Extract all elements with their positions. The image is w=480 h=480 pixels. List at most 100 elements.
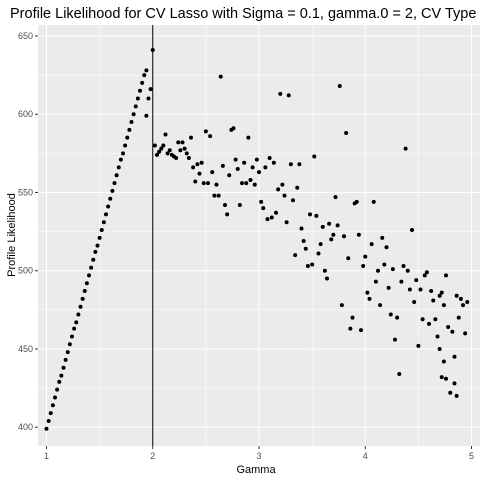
data-point [274, 210, 278, 215]
data-point [435, 334, 440, 339]
data-point [152, 143, 157, 148]
data-point [386, 285, 391, 290]
data-point [112, 181, 117, 186]
data-point [310, 262, 315, 267]
data-point [293, 253, 298, 258]
data-point [454, 293, 459, 298]
data-point [208, 134, 213, 139]
y-tick-label: 600 [18, 109, 33, 119]
data-point [97, 235, 102, 240]
data-point [84, 281, 89, 286]
data-point [305, 264, 310, 269]
data-point [261, 206, 266, 211]
y-tick-label: 650 [18, 31, 33, 41]
data-point [382, 262, 387, 267]
data-point [63, 357, 68, 362]
data-point [439, 290, 444, 295]
data-point [165, 151, 170, 156]
data-point [91, 257, 96, 262]
data-points [44, 48, 470, 431]
data-point [329, 237, 334, 242]
data-point [441, 303, 446, 308]
data-point [244, 181, 249, 186]
data-point [197, 171, 202, 176]
data-point [240, 181, 244, 186]
data-point [135, 96, 140, 101]
data-point [76, 312, 81, 317]
data-point [335, 223, 340, 228]
y-axis-label: Profile Likelihood [6, 193, 18, 277]
data-point [87, 273, 91, 278]
data-point [444, 273, 448, 278]
data-point [70, 334, 74, 339]
data-point [388, 312, 393, 317]
data-point [433, 317, 438, 322]
data-point [265, 217, 270, 222]
data-point [237, 202, 242, 207]
data-point [61, 365, 66, 370]
data-point [337, 84, 342, 89]
data-point [401, 264, 406, 269]
data-point [356, 232, 361, 237]
data-point [271, 160, 276, 165]
data-point [371, 199, 376, 204]
data-point [393, 337, 397, 342]
data-point [180, 140, 185, 145]
data-point [424, 270, 429, 275]
x-axis-ticks: 1 2 3 4 5 [44, 446, 474, 461]
data-point [297, 162, 302, 167]
data-point [242, 160, 247, 165]
data-point [303, 246, 308, 251]
data-point [206, 181, 210, 186]
x-axis-label: Gamma [236, 464, 276, 476]
data-point [167, 148, 172, 153]
data-point [378, 303, 383, 308]
data-point [252, 182, 257, 187]
data-point [133, 104, 138, 109]
data-point [116, 165, 121, 170]
data-point [140, 80, 145, 85]
data-point [276, 187, 281, 192]
data-point [72, 326, 77, 331]
data-point [354, 199, 359, 204]
data-point [314, 213, 319, 218]
data-point [95, 243, 100, 248]
data-point [163, 132, 168, 137]
data-point [359, 328, 363, 333]
data-point [418, 287, 423, 292]
data-point [450, 329, 455, 334]
data-point [291, 198, 295, 203]
data-point [53, 395, 57, 400]
data-point [231, 126, 236, 131]
data-point [212, 193, 217, 198]
data-point [422, 273, 427, 278]
x-tick-label: 5 [469, 451, 474, 461]
data-point [201, 181, 206, 186]
data-point [210, 170, 215, 175]
data-point [216, 193, 221, 198]
data-point [78, 304, 83, 309]
data-point [89, 265, 94, 270]
data-point [67, 342, 72, 347]
data-point [282, 193, 287, 198]
data-point [50, 403, 55, 408]
data-point [246, 135, 251, 140]
data-point [74, 320, 79, 325]
data-point [429, 289, 434, 294]
data-point [301, 238, 306, 243]
data-point [157, 149, 162, 154]
data-point [223, 202, 227, 207]
data-point [189, 135, 193, 140]
data-point [225, 212, 230, 217]
data-point [93, 249, 98, 254]
data-point [399, 279, 404, 284]
data-point [346, 256, 351, 261]
data-point [227, 173, 232, 178]
data-point [123, 143, 128, 148]
x-tick-label: 3 [256, 451, 261, 461]
data-point [257, 170, 261, 175]
data-point [178, 148, 183, 153]
data-point [46, 418, 51, 423]
data-point [458, 296, 463, 301]
data-point [407, 287, 412, 292]
